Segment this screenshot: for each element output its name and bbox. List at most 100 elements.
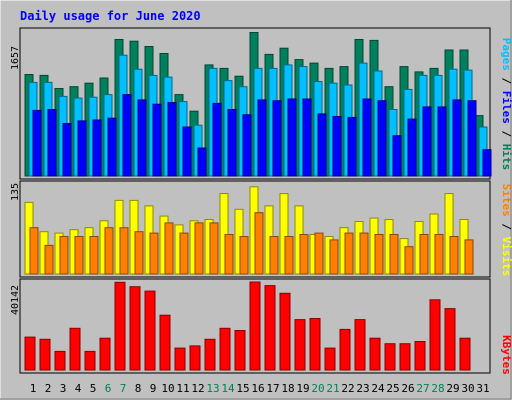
bar-pages-day-20 — [317, 113, 327, 177]
legend-pages: Pages — [500, 38, 512, 71]
legend-files: Files — [500, 91, 512, 124]
bar-sites-day-10 — [164, 222, 174, 275]
bar-pages-day-6 — [107, 117, 117, 177]
bar-kbytes-day-6 — [99, 337, 111, 371]
bar-kbytes-day-29 — [444, 308, 456, 371]
bar-sites-day-20 — [314, 232, 324, 275]
bar-sites-day-19 — [299, 234, 309, 275]
x-tick-label-23: 23 — [356, 382, 369, 395]
bar-kbytes-day-20 — [309, 318, 321, 371]
bar-sites-day-13 — [209, 222, 219, 275]
bar-visits-day-29 — [444, 193, 454, 275]
legend-visits-sites: Sites / Visits — [500, 184, 512, 277]
bar-sites-day-5 — [89, 236, 99, 275]
bar-sites-day-22 — [344, 232, 354, 275]
bar-pages-day-26 — [407, 118, 417, 177]
bar-pages-day-24 — [377, 100, 387, 177]
bar-pages-day-11 — [182, 126, 192, 177]
bar-kbytes-day-17 — [264, 285, 276, 371]
bar-kbytes-day-11 — [174, 347, 186, 371]
bar-pages-day-16 — [257, 99, 267, 177]
bar-pages-day-29 — [452, 99, 462, 177]
bar-pages-day-13 — [212, 102, 222, 177]
bar-sites-day-26 — [404, 246, 414, 275]
bar-kbytes-day-3 — [54, 350, 66, 371]
bar-sites-day-3 — [59, 236, 69, 275]
bar-kbytes-day-4 — [69, 327, 81, 371]
bar-pages-day-12 — [197, 147, 207, 177]
bar-kbytes-day-25 — [384, 343, 396, 371]
x-tick-label-25: 25 — [386, 382, 399, 395]
x-tick-label-15: 15 — [236, 382, 249, 395]
bar-sites-day-2 — [44, 244, 54, 275]
bar-pages-day-5 — [92, 119, 102, 177]
bar-sites-day-23 — [359, 232, 369, 275]
bar-sites-day-8 — [134, 231, 144, 275]
bar-pages-day-18 — [287, 98, 297, 177]
bar-kbytes-day-10 — [159, 314, 171, 371]
bar-sites-day-14 — [224, 234, 234, 275]
bar-kbytes-day-7 — [114, 281, 126, 371]
svg-text:Sites / Visits: Sites / Visits — [500, 184, 512, 277]
bar-kbytes-day-23 — [354, 319, 366, 371]
bar-kbytes-day-14 — [219, 327, 231, 371]
bar-sites-day-30 — [464, 239, 474, 275]
legend-hits-files-pages: Pages / Files / Hits — [500, 38, 512, 171]
bar-pages-day-10 — [167, 102, 177, 177]
x-tick-label-20: 20 — [311, 382, 324, 395]
bar-sites-day-18 — [284, 236, 294, 275]
bar-pages-day-9 — [152, 103, 162, 177]
bar-kbytes-day-15 — [234, 330, 246, 371]
x-tick-label-29: 29 — [446, 382, 459, 395]
legend-hits: Hits — [500, 144, 512, 171]
ymax-label-visits: 135 — [10, 183, 21, 201]
bar-kbytes-day-5 — [84, 350, 96, 371]
x-tick-label-11: 11 — [176, 382, 189, 395]
bar-pages-day-23 — [362, 98, 372, 177]
x-tick-label-22: 22 — [341, 382, 354, 395]
x-tick-label-6: 6 — [105, 382, 112, 395]
bar-pages-day-4 — [77, 120, 87, 177]
bar-sites-day-29 — [449, 236, 459, 275]
bar-sites-day-21 — [329, 239, 339, 275]
bar-sites-day-28 — [434, 234, 444, 275]
x-tick-label-10: 10 — [161, 382, 174, 395]
bar-pages-day-30 — [467, 100, 477, 177]
x-tick-label-12: 12 — [191, 382, 204, 395]
bar-sites-day-4 — [74, 236, 84, 275]
ymax-label-hits: 1657 — [10, 46, 21, 70]
x-tick-label-31: 31 — [476, 382, 489, 395]
x-tick-label-7: 7 — [120, 382, 127, 395]
x-tick-label-5: 5 — [90, 382, 97, 395]
bar-pages-day-15 — [242, 114, 252, 177]
bar-pages-day-1 — [32, 109, 42, 177]
bar-kbytes-day-26 — [399, 343, 411, 371]
x-tick-label-14: 14 — [221, 382, 235, 395]
bar-sites-day-9 — [149, 232, 159, 275]
bar-pages-day-28 — [437, 106, 447, 177]
x-axis-labels: 1 2 3 4 5 6 7 8 9 10 11 12 13 14 15 16 17 18 19 20 21 22 23 24 2… — [30, 382, 490, 395]
x-tick-label-16: 16 — [251, 382, 264, 395]
bar-pages-day-17 — [272, 100, 282, 177]
x-tick-label-26: 26 — [401, 382, 414, 395]
bar-kbytes-day-19 — [294, 319, 306, 371]
x-tick-label-21: 21 — [326, 382, 339, 395]
x-tick-label-2: 2 — [45, 382, 52, 395]
x-tick-label-13: 13 — [206, 382, 219, 395]
bar-sites-day-6 — [104, 227, 114, 275]
bar-sites-day-16 — [254, 212, 264, 275]
bar-sites-day-12 — [194, 222, 204, 275]
bar-kbytes-day-13 — [204, 338, 216, 371]
bar-kbytes-day-24 — [369, 337, 381, 371]
bar-kbytes-day-1 — [24, 336, 36, 371]
bar-kbytes-day-9 — [144, 290, 156, 371]
bar-kbytes-day-2 — [39, 338, 51, 371]
bar-pages-day-2 — [47, 109, 57, 177]
bar-pages-day-31 — [482, 149, 492, 177]
legend-sites: Sites — [500, 184, 512, 217]
x-tick-label-18: 18 — [281, 382, 294, 395]
bar-kbytes-day-28 — [429, 299, 441, 371]
x-tick-label-1: 1 — [30, 382, 37, 395]
x-tick-label-19: 19 — [296, 382, 309, 395]
